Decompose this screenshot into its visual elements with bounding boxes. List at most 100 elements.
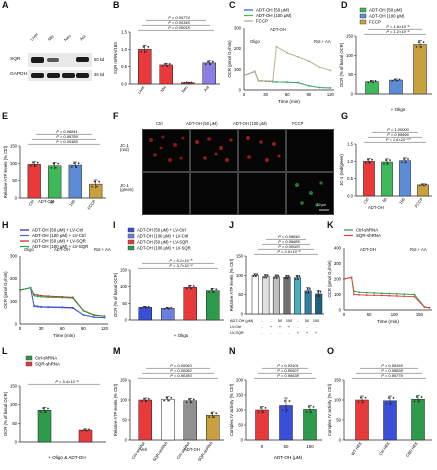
y-tick-label: 100 [10,299,18,304]
row-label-sqr: SQR [10,57,21,62]
scale-bar-label: 10 μm [317,203,326,207]
y-tick-label: 100 [334,292,342,297]
size-marker: 50 kd [94,57,105,62]
data-point [208,291,211,293]
data-point [274,274,277,277]
series-point [380,294,383,297]
y-tick-label: 50 [336,418,341,423]
chart-b-sqr-mrna: 0.0 0.5 1.0 1.5 SQR mRNA/18S Liver Mic Neu Ast P … [113,15,220,95]
row-value: - [279,331,281,335]
data-point [319,290,322,293]
blot-gapdh [28,70,92,81]
y-tick-label: 100 [346,53,354,58]
panel-label-b: B [113,0,120,10]
series-line [243,70,331,89]
data-point [29,165,32,167]
y-axis-label: Relative ATP levels (% Ctrl) [113,383,118,436]
data-point [262,411,265,414]
micrograph [142,172,190,215]
y-tick-label: 1.5 [347,142,353,147]
data-point [385,402,388,405]
red-cells [195,137,233,162]
y-tick-label: 50 [12,421,17,426]
legend-label: ADT-OH (50 μM) [369,8,403,13]
legend-label: SQR-shRNA [356,233,381,238]
series-point [40,295,43,298]
bar [363,161,375,197]
series-point [423,306,426,309]
lane-label: Neu [62,33,72,43]
data-point [393,78,396,81]
data-point [161,65,164,67]
data-point [192,398,195,401]
data-point [210,288,213,291]
y-tick-label: 0 [15,440,18,445]
bar [161,398,175,441]
series-point [36,295,39,298]
data-point [192,285,195,288]
data-point [357,401,360,404]
y-tick-label: 200 [236,378,244,383]
data-point [283,400,286,402]
p-value-annotation: P = 0.00485 [56,139,78,144]
p-value-annotation: P = 0.00018 [168,25,190,30]
data-point [316,295,318,297]
legend-label: ADT-OH (100 μM) + LV-Ctrl [137,234,188,239]
data-point [405,161,407,164]
data-point [140,50,143,53]
data-point [367,158,369,161]
data-point [183,81,186,84]
y-tick-label: 0 [339,438,342,443]
panel-label-g: G [341,111,349,121]
lane-label: Mic [46,33,55,42]
data-point [91,185,94,188]
data-point [296,275,298,278]
data-point [163,399,166,402]
data-point [211,60,214,63]
row-label-green: JC-1 (green) [120,183,134,193]
series-point [403,295,406,298]
x-tick-label: WT HEK [350,440,363,456]
y-tick-label: 150 [120,378,128,383]
data-point [423,184,425,187]
x-axis-label: ADT-OH (μM) [274,455,303,460]
data-point [140,400,143,403]
data-point [265,276,268,279]
row-value: + [288,325,291,329]
legend-swatch [25,355,33,361]
data-point [40,411,42,413]
y-axis-label: OCR (% of basal OCR) [113,272,118,317]
y-axis-label: OCR (pmol O₂/min) [3,271,8,309]
data-point [32,161,35,164]
data-point [391,79,394,82]
x-tick-label: 60 [285,92,290,97]
x-tick-label: Ctrl [362,197,370,205]
panel-label-n: N [229,346,236,356]
series-point [61,296,64,299]
bar [206,290,220,321]
rotaa-label: Rot + AA [314,39,331,44]
series-point [428,306,431,309]
micrograph [190,172,238,215]
data-point [140,307,143,309]
bar [255,409,269,441]
data-point [190,81,193,84]
y-tick-label: 200 [234,46,242,51]
data-point [85,429,88,432]
series-point [271,80,274,82]
x-axis-label: Time (min) [377,319,399,324]
y-tick-label: 0 [15,322,18,327]
x-axis-label: + Oligo [174,333,189,338]
series-point [297,56,299,58]
y-tick-label: 150 [334,378,342,383]
y-tick-label: 150 [120,268,128,273]
red-cells [246,136,281,162]
data-point [98,180,101,183]
data-point [259,406,262,409]
data-point [369,80,372,82]
series-point [275,81,278,83]
data-point [398,78,401,81]
data-point [83,428,86,431]
row-value: - [288,331,290,335]
y-axis-label: OCR (% of basal OCR) [3,391,8,436]
